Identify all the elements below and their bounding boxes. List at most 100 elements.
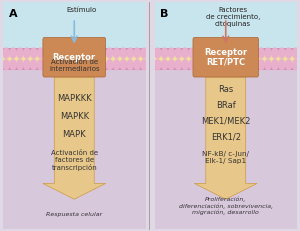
- Circle shape: [292, 48, 299, 58]
- Circle shape: [31, 60, 37, 70]
- Circle shape: [161, 60, 168, 70]
- Circle shape: [113, 60, 120, 70]
- Circle shape: [31, 48, 37, 58]
- Circle shape: [86, 60, 92, 70]
- Circle shape: [72, 60, 78, 70]
- Bar: [3, 2, 146, 48]
- FancyBboxPatch shape: [43, 37, 106, 77]
- Circle shape: [210, 48, 216, 58]
- Text: Receptor: Receptor: [53, 53, 96, 62]
- Circle shape: [203, 48, 209, 58]
- Circle shape: [237, 48, 244, 58]
- Bar: [154, 48, 297, 70]
- Circle shape: [65, 60, 71, 70]
- Circle shape: [286, 60, 292, 70]
- Circle shape: [251, 60, 257, 70]
- Circle shape: [189, 48, 195, 58]
- Circle shape: [224, 48, 230, 58]
- Circle shape: [237, 60, 244, 70]
- Bar: [154, 55, 297, 63]
- Circle shape: [168, 60, 175, 70]
- Circle shape: [24, 60, 30, 70]
- Circle shape: [265, 48, 271, 58]
- Circle shape: [182, 48, 188, 58]
- Circle shape: [175, 60, 182, 70]
- Circle shape: [272, 60, 278, 70]
- Circle shape: [258, 60, 264, 70]
- Text: A: A: [9, 9, 17, 19]
- Text: MAPK: MAPK: [62, 130, 86, 139]
- Circle shape: [38, 60, 44, 70]
- Circle shape: [141, 48, 147, 58]
- Circle shape: [258, 48, 264, 58]
- Circle shape: [72, 48, 78, 58]
- Circle shape: [279, 48, 285, 58]
- Text: B: B: [160, 9, 169, 19]
- Text: MEK1/MEK2: MEK1/MEK2: [201, 117, 250, 126]
- Circle shape: [134, 60, 140, 70]
- Bar: [3, 55, 146, 63]
- Circle shape: [113, 48, 120, 58]
- Text: MAPKK: MAPKK: [60, 112, 89, 121]
- Text: Estímulo: Estímulo: [66, 7, 97, 13]
- Text: ERK1/2: ERK1/2: [211, 133, 241, 142]
- Circle shape: [251, 48, 257, 58]
- Circle shape: [189, 60, 195, 70]
- Circle shape: [17, 60, 23, 70]
- Circle shape: [3, 60, 9, 70]
- Circle shape: [196, 48, 202, 58]
- Circle shape: [120, 48, 127, 58]
- Circle shape: [100, 48, 106, 58]
- Circle shape: [106, 60, 113, 70]
- Circle shape: [244, 48, 250, 58]
- Circle shape: [93, 60, 99, 70]
- Circle shape: [44, 60, 51, 70]
- Circle shape: [127, 48, 134, 58]
- Circle shape: [196, 60, 202, 70]
- Circle shape: [44, 48, 51, 58]
- Circle shape: [265, 60, 271, 70]
- Circle shape: [161, 48, 168, 58]
- Text: MAPKKK: MAPKKK: [57, 94, 92, 103]
- Circle shape: [203, 60, 209, 70]
- FancyArrow shape: [194, 77, 257, 199]
- Circle shape: [134, 48, 140, 58]
- Circle shape: [244, 60, 250, 70]
- Circle shape: [10, 48, 16, 58]
- Circle shape: [230, 48, 237, 58]
- Circle shape: [100, 60, 106, 70]
- Circle shape: [154, 48, 161, 58]
- Text: Activación de
factores de
transcripción: Activación de factores de transcripción: [51, 150, 98, 171]
- Circle shape: [24, 48, 30, 58]
- Circle shape: [217, 48, 223, 58]
- Circle shape: [279, 60, 285, 70]
- Circle shape: [65, 48, 71, 58]
- Circle shape: [51, 48, 58, 58]
- Circle shape: [106, 48, 113, 58]
- Circle shape: [141, 60, 147, 70]
- Text: Factores
de crecimiento,
citoquinas: Factores de crecimiento, citoquinas: [206, 7, 260, 27]
- Circle shape: [210, 60, 216, 70]
- Circle shape: [93, 48, 99, 58]
- Text: BRaf: BRaf: [216, 101, 236, 110]
- Circle shape: [58, 48, 64, 58]
- FancyArrow shape: [43, 77, 106, 199]
- Circle shape: [10, 60, 16, 70]
- Circle shape: [217, 60, 223, 70]
- Circle shape: [154, 60, 161, 70]
- Text: Activación de
intermediarios: Activación de intermediarios: [49, 59, 100, 72]
- Text: Receptor
RET/PTC: Receptor RET/PTC: [204, 48, 247, 67]
- Circle shape: [168, 48, 175, 58]
- Circle shape: [286, 48, 292, 58]
- Circle shape: [58, 60, 64, 70]
- Circle shape: [224, 60, 230, 70]
- Text: Proliferación,
diferenciación, sobrevivencia,
migración, desarrollo: Proliferación, diferenciación, sobrevive…: [179, 197, 273, 215]
- FancyBboxPatch shape: [193, 37, 259, 77]
- Circle shape: [79, 48, 85, 58]
- Circle shape: [182, 60, 188, 70]
- Circle shape: [175, 48, 182, 58]
- Circle shape: [86, 48, 92, 58]
- Bar: [154, 2, 297, 48]
- Text: Ras: Ras: [218, 85, 233, 94]
- Circle shape: [79, 60, 85, 70]
